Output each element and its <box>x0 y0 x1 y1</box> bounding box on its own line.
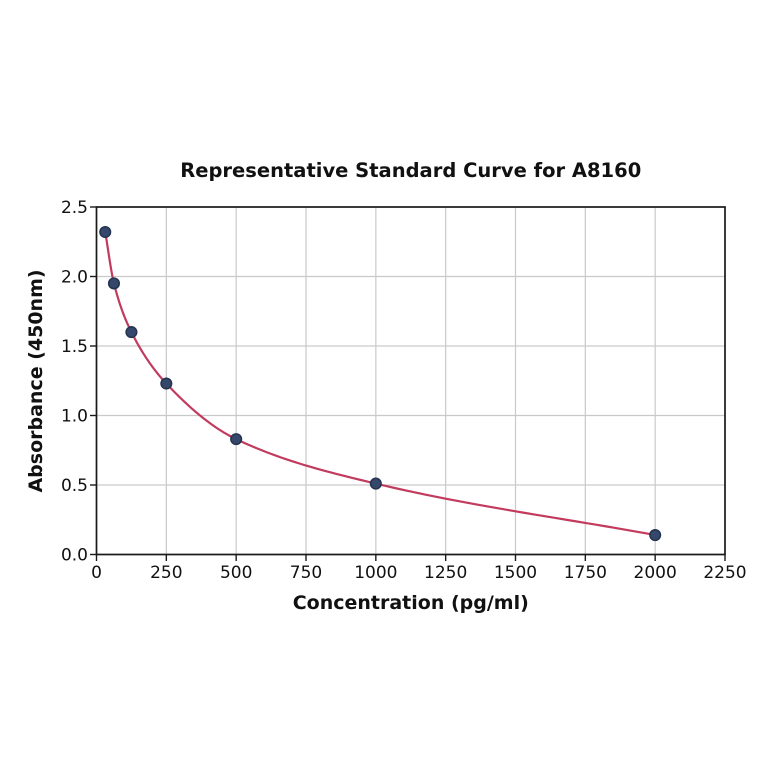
x-tick-label: 2000 <box>634 563 677 583</box>
y-tick-label: 1.5 <box>61 337 88 357</box>
x-tick-label: 2250 <box>703 563 746 583</box>
data-point <box>99 225 112 239</box>
plot-border <box>95 206 726 556</box>
x-tick-label: 1750 <box>564 563 607 583</box>
grid-layer <box>95 206 726 556</box>
x-tick-label: 250 <box>150 563 182 583</box>
tick-labels-layer: 0 250 500 750 1000 1250 1500 1750 2000 2250 0.0 0.5… <box>61 198 747 583</box>
x-tick-label: 1500 <box>494 563 537 583</box>
x-tick-label: 1250 <box>424 563 467 583</box>
data-point <box>107 277 121 290</box>
x-tick-label: 500 <box>220 563 252 583</box>
data-point <box>125 326 138 339</box>
data-point <box>160 377 173 390</box>
data-points-layer <box>99 225 662 542</box>
chart-title: Representative Standard Curve for A8160 <box>180 159 641 182</box>
x-axis-label: Concentration (pg/ml) <box>293 592 529 614</box>
y-tick-label: 2.0 <box>61 268 88 288</box>
fit-curve-line <box>104 230 657 537</box>
y-tick-label: 0.5 <box>61 476 88 496</box>
data-point <box>649 528 662 542</box>
y-tick-label: 2.5 <box>61 198 88 218</box>
axes-layer <box>90 206 726 561</box>
y-tick-label: 0.0 <box>61 546 88 566</box>
x-tick-label: 0 <box>91 563 102 583</box>
y-tick-label: 1.0 <box>61 407 88 427</box>
x-tick-label: 750 <box>290 563 322 583</box>
data-point <box>369 477 382 490</box>
y-axis-label: Absorbance (450nm) <box>25 269 47 492</box>
data-point <box>230 433 243 446</box>
x-tick-label: 1000 <box>354 563 397 583</box>
